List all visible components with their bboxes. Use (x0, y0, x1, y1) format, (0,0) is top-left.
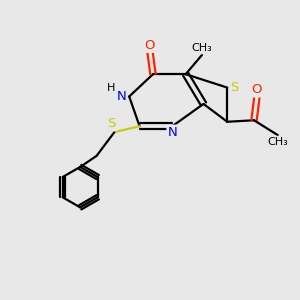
Text: CH₃: CH₃ (192, 44, 212, 53)
Text: O: O (145, 39, 155, 52)
Text: S: S (107, 117, 116, 130)
Text: N: N (167, 126, 177, 139)
Text: N: N (117, 90, 127, 103)
Text: CH₃: CH₃ (267, 137, 288, 147)
Text: H: H (107, 83, 116, 93)
Text: O: O (252, 83, 262, 97)
Text: S: S (230, 81, 239, 94)
